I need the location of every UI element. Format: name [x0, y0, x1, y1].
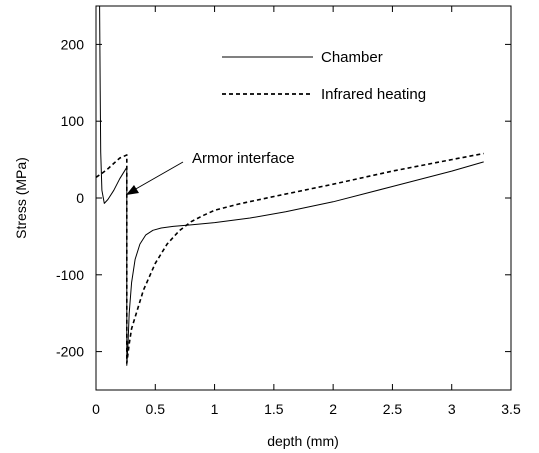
x-tick-label: 1.5 [264, 401, 284, 417]
y-tick-label: 100 [61, 113, 85, 129]
annotation-arrow-line [133, 161, 184, 191]
plot-frame [95, 5, 512, 391]
x-tick-label: 0.5 [146, 401, 166, 417]
annotation-arrow-head [126, 185, 139, 195]
axis-ticks [95, 6, 512, 390]
legend-label-chamber: Chamber [321, 49, 383, 66]
legend-label-infrared: Infrared heating [321, 86, 426, 103]
y-tick-label: 200 [61, 36, 85, 52]
x-tick-label: 2 [329, 401, 337, 417]
x-tick-label: 3 [448, 401, 456, 417]
x-tick-labels: 0 0.5 1 1.5 2 2.5 3 3.5 [92, 401, 521, 417]
x-axis-label: depth (mm) [267, 433, 339, 449]
y-axis-label: Stress (MPa) [13, 157, 29, 239]
annotation: Armor interface [126, 150, 295, 195]
y-tick-label: -200 [56, 344, 84, 360]
x-tick-label: 0 [92, 401, 100, 417]
y-tick-label: -100 [56, 267, 84, 283]
y-tick-label: 0 [76, 190, 84, 206]
x-tick-label: 2.5 [383, 401, 403, 417]
series-layer [95, 5, 484, 366]
legend: Chamber Infrared heating [222, 49, 426, 103]
annotation-label: Armor interface [192, 150, 295, 167]
x-tick-label: 1 [211, 401, 219, 417]
x-tick-label: 3.5 [501, 401, 521, 417]
y-tick-labels: 200 100 0 -100 -200 [56, 36, 84, 359]
series-line-infrared-heating [95, 152, 484, 364]
series-line-chamber [99, 5, 484, 366]
